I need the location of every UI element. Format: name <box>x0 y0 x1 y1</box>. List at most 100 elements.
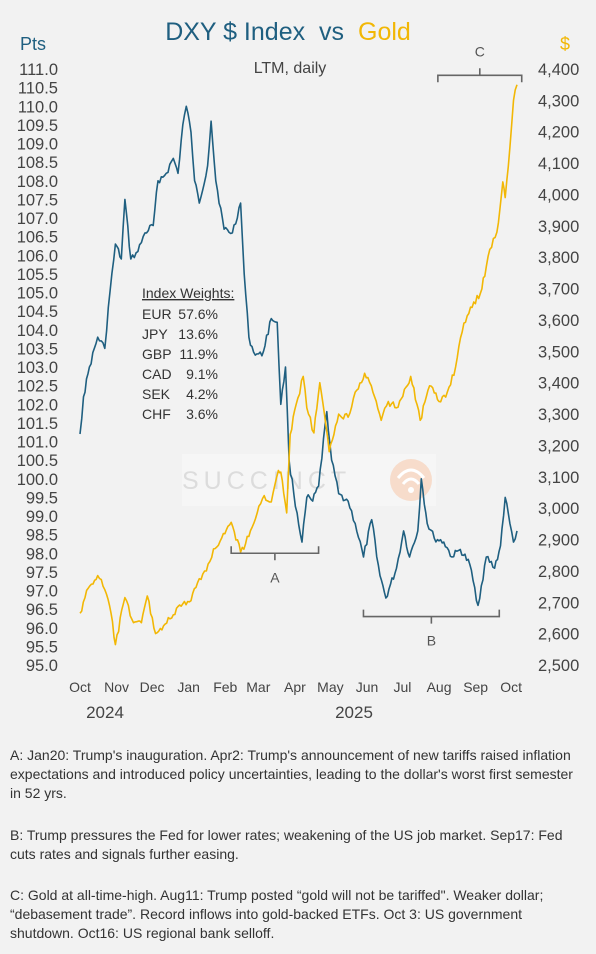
index-weight-value: 11.9% <box>179 346 218 362</box>
x-axis-year-labels: 2024 2025 <box>86 703 373 720</box>
note-b: B: Trump pressures the Fed for lower rat… <box>10 827 563 862</box>
left-tick-label: 107.0 <box>17 210 58 228</box>
right-tick-label: 4,000 <box>538 186 579 204</box>
left-tick-label: 105.0 <box>17 285 58 303</box>
left-tick-label: 104.0 <box>17 322 58 340</box>
watermark-logo-arc <box>396 468 426 479</box>
note-a: A: Jan20: Trump's inauguration. Apr2: Tr… <box>10 747 573 801</box>
index-weight-code: CHF <box>142 406 171 422</box>
note-c: C: Gold at all-time-high. Aug11: Trump p… <box>10 887 544 941</box>
annotation-label-c: C <box>475 43 485 59</box>
month-label: Jun <box>356 679 379 695</box>
right-tick-label: 2,900 <box>538 532 579 550</box>
index-weight-value: 9.1% <box>186 366 218 382</box>
month-label: Jul <box>393 679 411 695</box>
index-weight-value: 3.6% <box>186 406 218 422</box>
left-tick-label: 96.0 <box>26 620 58 638</box>
right-tick-label: 3,000 <box>538 500 579 518</box>
year-label: 2025 <box>335 703 373 720</box>
month-label: Oct <box>500 679 522 695</box>
left-tick-label: 97.5 <box>26 564 58 582</box>
index-weight-code: SEK <box>142 386 171 402</box>
index-weight-value: 13.6% <box>178 326 218 342</box>
index-weight-code: GBP <box>142 346 172 362</box>
month-label: Aug <box>427 679 452 695</box>
index-weights-title: Index Weights: <box>142 285 234 301</box>
gold-series-line <box>79 84 518 646</box>
annotation-brackets: A B C <box>230 43 523 649</box>
left-tick-label: 110.0 <box>18 98 58 116</box>
month-label: Apr <box>284 679 306 695</box>
dxy-series-line <box>79 105 518 607</box>
left-tick-label: 97.0 <box>26 583 58 601</box>
left-tick-label: 98.0 <box>26 545 58 563</box>
left-tick-label: 111.0 <box>19 61 58 79</box>
right-tick-label: 3,400 <box>538 375 579 393</box>
index-weight-code: CAD <box>142 366 172 382</box>
left-tick-label: 106.5 <box>17 229 58 247</box>
left-tick-label: 109.5 <box>17 117 58 135</box>
chart-title: DXY $ Index vs Gold <box>165 18 411 46</box>
right-tick-label: 3,200 <box>538 437 579 455</box>
left-tick-label: 107.5 <box>17 191 58 209</box>
month-label: Nov <box>104 679 129 695</box>
chart-subtitle: LTM, daily <box>254 60 327 77</box>
left-tick-label: 103.5 <box>17 340 58 358</box>
year-label: 2024 <box>86 703 124 720</box>
left-tick-label: 100.5 <box>17 452 58 470</box>
index-weight-code: EUR <box>142 306 172 322</box>
right-tick-label: 3,700 <box>538 281 579 299</box>
left-tick-label: 109.0 <box>17 136 58 154</box>
index-weights-box: Index Weights: EUR 57.6% JPY 13.6% GBP 11.9% CA… <box>142 285 234 422</box>
annotation-bracket-c <box>437 68 523 83</box>
annotation-label-b: B <box>427 633 436 649</box>
watermark-logo-arc <box>401 477 421 485</box>
right-tick-label: 4,300 <box>538 92 579 110</box>
right-tick-label: 2,700 <box>538 594 579 612</box>
left-tick-label: 99.0 <box>26 508 58 526</box>
right-tick-label: 3,800 <box>538 249 579 267</box>
month-label: Jan <box>177 679 200 695</box>
left-tick-label: 103.0 <box>17 359 58 377</box>
right-tick-label: 2,500 <box>538 657 579 675</box>
left-tick-label: 98.5 <box>26 527 58 545</box>
right-axis-ticks: 2,500 2,600 2,700 2,800 2,900 3,000 3,100 3,200… <box>538 61 579 675</box>
right-tick-label: 4,100 <box>538 155 579 173</box>
index-weight-code: JPY <box>142 326 168 342</box>
left-tick-label: 104.5 <box>17 303 58 321</box>
month-label: Dec <box>140 679 165 695</box>
left-tick-label: 110.5 <box>18 80 58 98</box>
left-tick-label: 105.5 <box>17 266 58 284</box>
left-tick-label: 108.0 <box>17 173 58 191</box>
right-tick-label: 4,200 <box>538 124 579 142</box>
annotation-bracket-b <box>362 609 501 624</box>
x-axis-month-labels: Oct Nov Dec Jan Feb Mar Apr May Jun Jul Aug Sep Oct <box>69 679 522 695</box>
watermark-logo-dot <box>408 487 414 493</box>
right-tick-label: 3,900 <box>538 218 579 236</box>
title-dxy: DXY $ Index <box>165 18 305 46</box>
index-weight-value: 57.6% <box>178 306 218 322</box>
left-tick-label: 101.0 <box>17 434 58 452</box>
watermark-logo-icon <box>390 459 432 501</box>
left-tick-label: 102.0 <box>17 396 58 414</box>
left-tick-label: 106.0 <box>17 247 58 265</box>
index-weight-value: 4.2% <box>186 386 218 402</box>
annotation-bracket-a <box>230 546 320 561</box>
right-axis-label: $ <box>560 34 570 54</box>
right-tick-label: 3,500 <box>538 343 579 361</box>
right-tick-label: 2,600 <box>538 626 579 644</box>
left-axis-label: Pts <box>20 34 46 54</box>
title-gold: Gold <box>358 18 411 46</box>
right-tick-label: 3,100 <box>538 469 579 487</box>
month-label: Feb <box>213 679 237 695</box>
left-tick-label: 99.5 <box>26 489 58 507</box>
month-label: May <box>317 679 343 695</box>
left-tick-label: 95.0 <box>26 657 58 675</box>
title-vs: vs <box>319 18 344 46</box>
left-tick-label: 96.5 <box>26 601 58 619</box>
left-tick-label: 101.5 <box>17 415 58 433</box>
right-tick-label: 2,800 <box>538 563 579 581</box>
right-tick-label: 4,400 <box>538 61 579 79</box>
left-axis-ticks: 95.095.596.096.597.097.598.098.599.099.5… <box>17 61 58 675</box>
